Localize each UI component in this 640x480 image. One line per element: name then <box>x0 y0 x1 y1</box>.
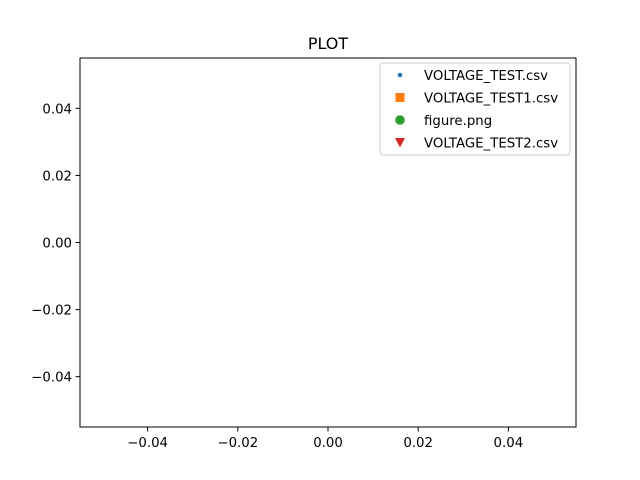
legend-marker-point <box>397 72 403 78</box>
y-tick-label: 0.04 <box>42 102 72 117</box>
y-tick-label: 0.00 <box>42 237 72 252</box>
x-tick-label: −0.04 <box>127 436 168 451</box>
x-axis: −0.04 −0.02 0.00 0.02 0.04 <box>127 427 523 451</box>
y-tick-label: −0.02 <box>31 304 72 319</box>
y-axis: −0.04 −0.02 0.00 0.02 0.04 <box>31 102 80 386</box>
legend-label: figure.png <box>424 114 492 129</box>
x-tick-label: 0.00 <box>313 436 343 451</box>
legend-box <box>379 62 571 156</box>
y-tick-label: −0.04 <box>31 371 72 386</box>
legend-label: VOLTAGE_TEST2.csv <box>424 137 558 152</box>
legend: VOLTAGE_TEST.csv VOLTAGE_TEST1.csv figure.… <box>379 62 571 156</box>
chart-title: PLOT <box>308 34 349 53</box>
legend-marker-circle <box>395 115 405 125</box>
legend-label: VOLTAGE_TEST1.csv <box>424 92 558 107</box>
legend-label: VOLTAGE_TEST.csv <box>424 69 548 84</box>
x-tick-label: −0.02 <box>217 436 258 451</box>
y-tick-label: 0.02 <box>42 169 72 184</box>
x-tick-label: 0.04 <box>494 436 524 451</box>
legend-marker-square <box>395 93 405 102</box>
legend-marker-triangle-down <box>395 138 405 148</box>
x-tick-label: 0.02 <box>403 436 433 451</box>
